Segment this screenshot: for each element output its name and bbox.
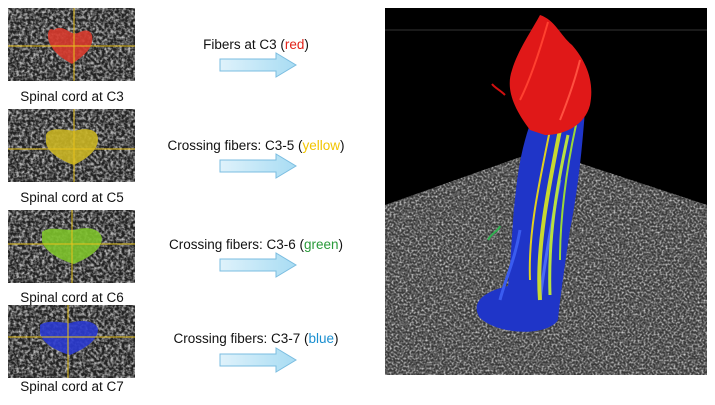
arrow	[219, 153, 297, 179]
caption: Spinal cord at C7	[20, 379, 124, 394]
slice-image	[8, 8, 135, 81]
text-part: green	[304, 237, 339, 252]
row: Spinal cord at C6 Crossing fibers: C3-6 …	[8, 210, 343, 305]
tractography-render	[385, 8, 707, 375]
caption: Spinal cord at C5	[20, 190, 124, 205]
text-part: )	[339, 237, 344, 252]
row: Spinal cord at C7 Crossing fibers: C3-7 …	[8, 305, 339, 394]
text-part: Fibers at C3 (	[203, 37, 285, 52]
arrow	[219, 252, 297, 278]
slice-image	[8, 210, 135, 283]
text-part: yellow	[303, 138, 341, 153]
text-part: Crossing fibers: C3-5 (	[167, 138, 303, 153]
text-part: Crossing fibers: C3-6 (	[169, 237, 305, 252]
text-part: red	[285, 37, 305, 52]
arrow	[219, 52, 297, 78]
fiber-label: Crossing fibers: C3-6 (green)	[169, 237, 343, 252]
fiber-label: Crossing fibers: C3-7 (blue)	[173, 331, 338, 346]
row: Spinal cord at C3 Fibers at C3 (red)	[8, 8, 309, 104]
caption: Spinal cord at C3	[20, 89, 124, 104]
text-part: Crossing fibers: C3-7 (	[173, 331, 309, 346]
text-part: blue	[309, 331, 335, 346]
slice-image	[8, 305, 135, 378]
text-part: )	[334, 331, 339, 346]
arrow	[219, 347, 297, 373]
slice-image	[8, 109, 135, 182]
text-part: )	[304, 37, 309, 52]
text-part: )	[340, 138, 345, 153]
caption: Spinal cord at C6	[20, 290, 124, 305]
fiber-label: Fibers at C3 (red)	[203, 37, 309, 52]
fiber-label: Crossing fibers: C3-5 (yellow)	[167, 138, 344, 153]
row: Spinal cord at C5 Crossing fibers: C3-5 …	[8, 109, 345, 205]
